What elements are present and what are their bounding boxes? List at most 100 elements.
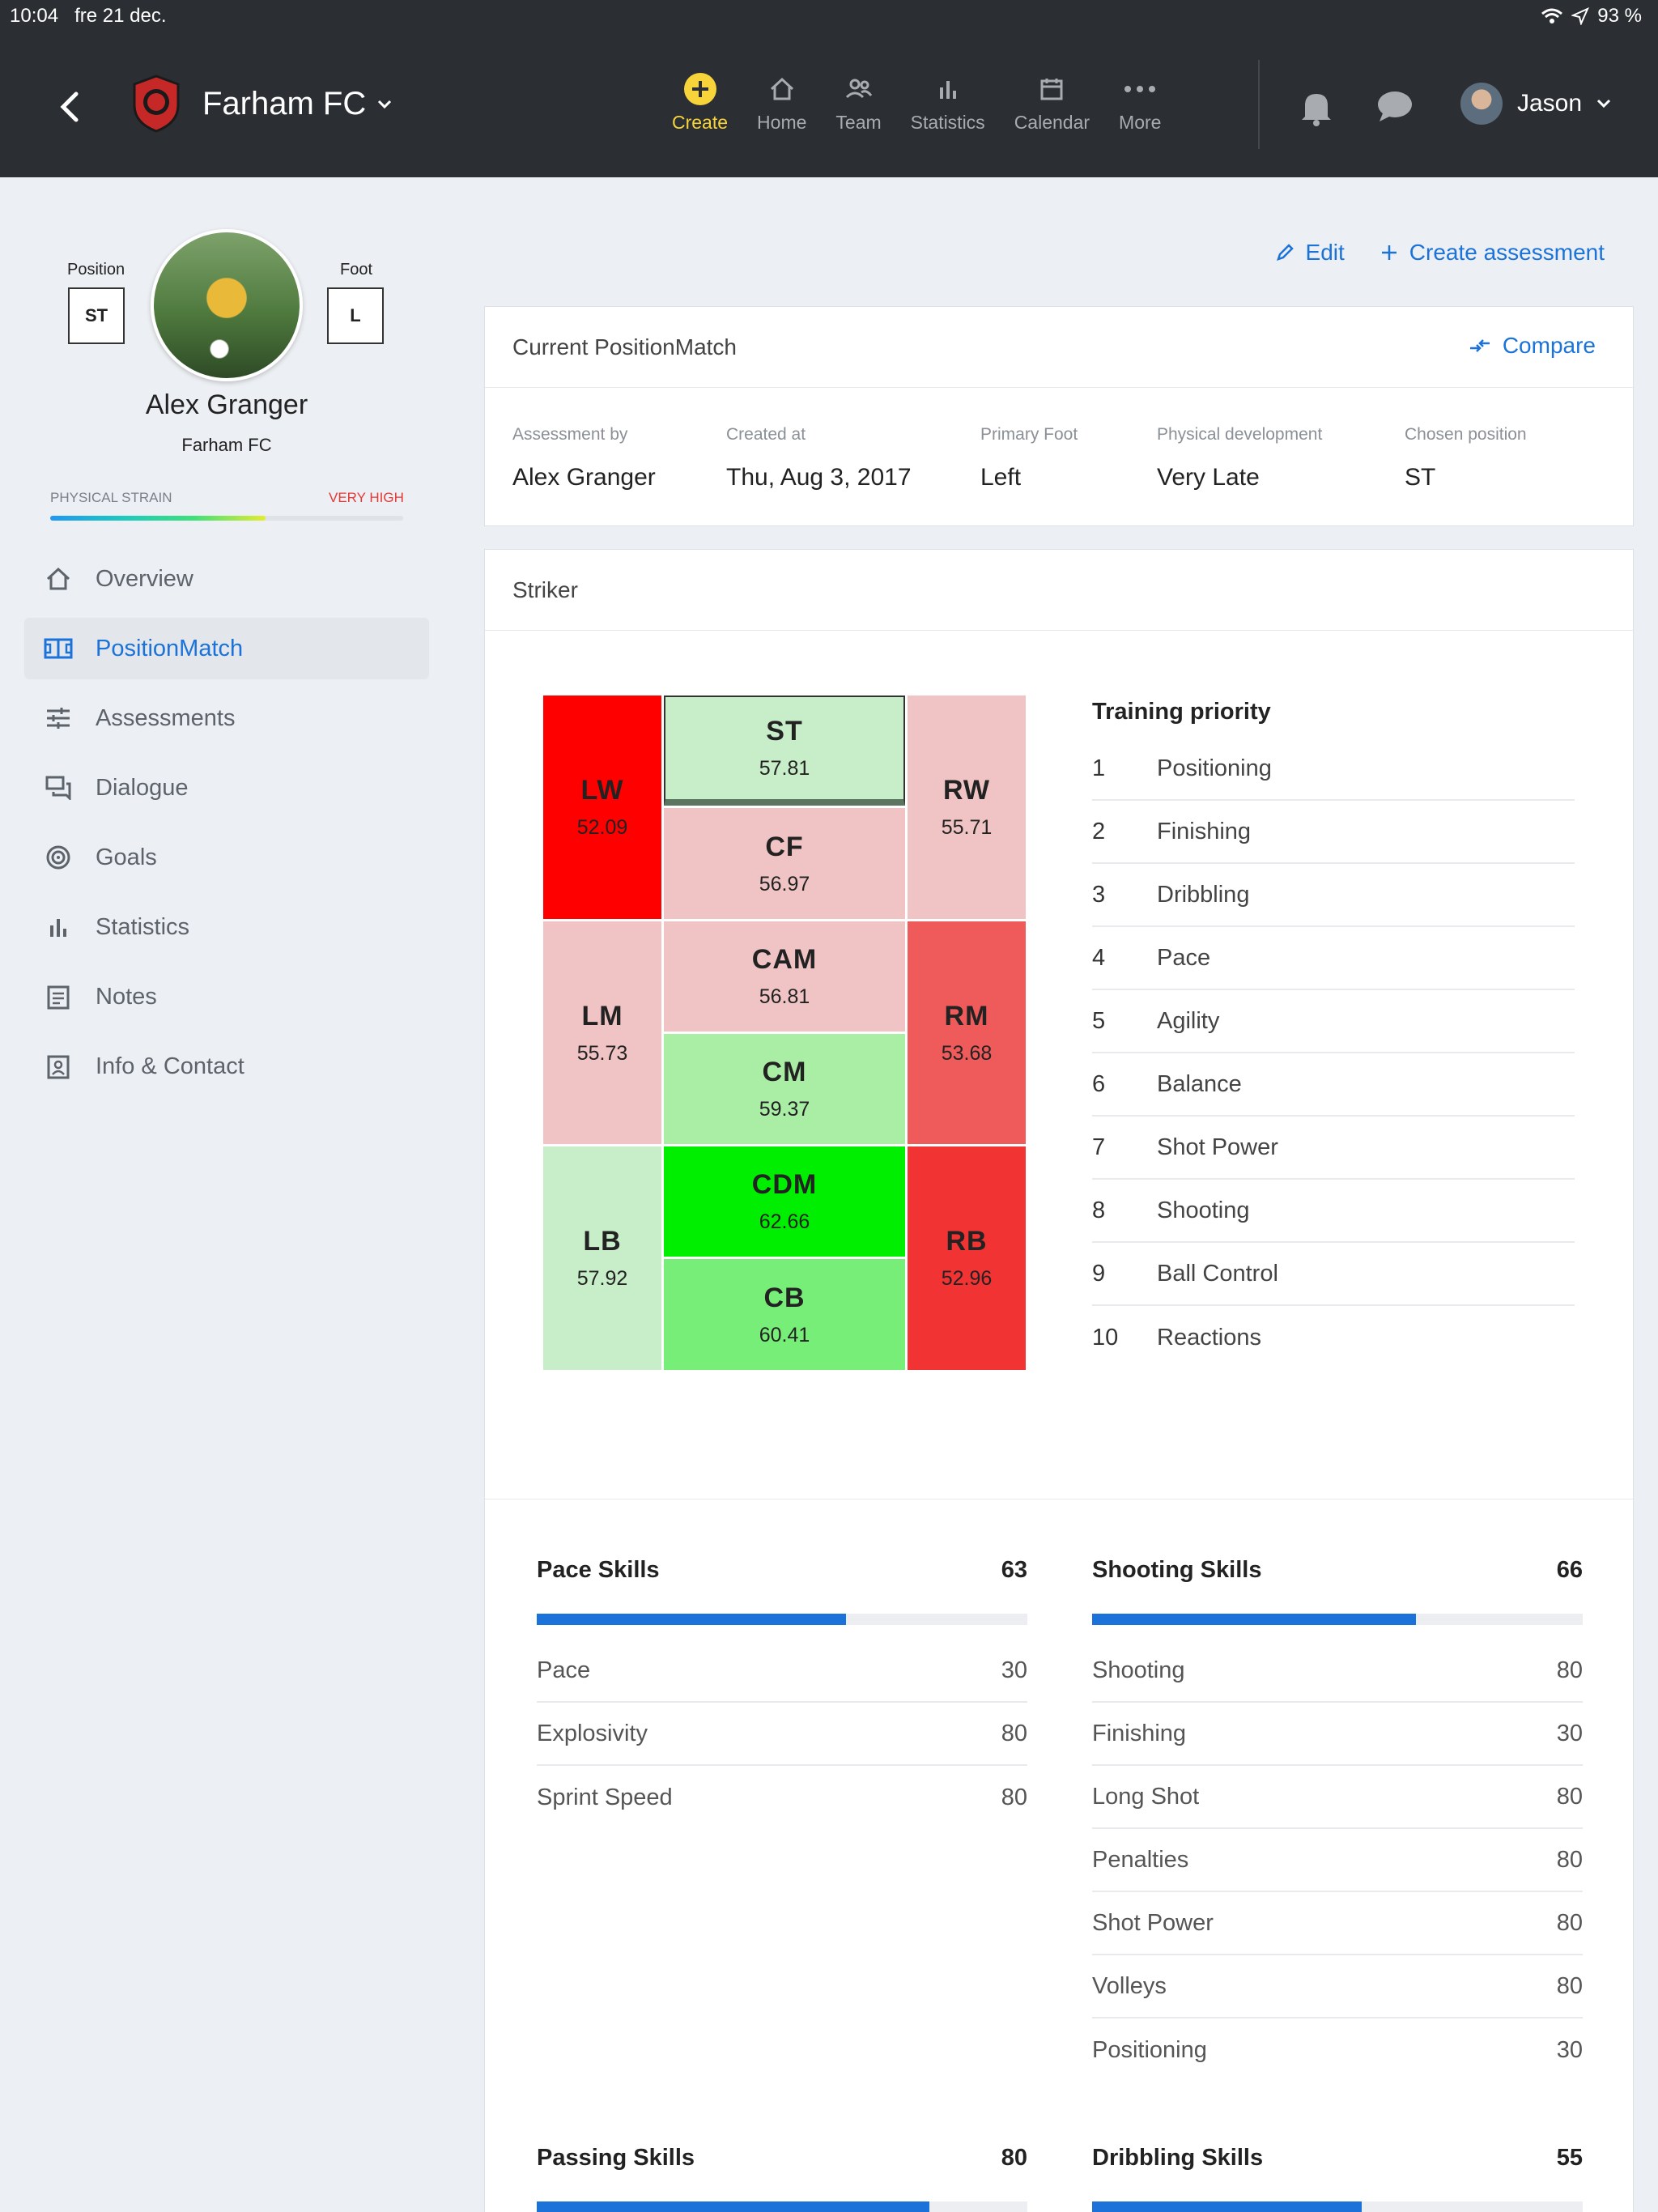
- skill-row-label: Volleys: [1092, 1972, 1167, 1999]
- compare-icon: [1469, 339, 1490, 352]
- nav-more[interactable]: More: [1119, 71, 1161, 134]
- main-nav: Create Home Team Statistics Calendar Mor…: [672, 71, 1190, 134]
- skill-bar-fill: [537, 1614, 846, 1625]
- info-label: Physical development: [1157, 425, 1323, 444]
- nav-create[interactable]: Create: [672, 71, 728, 134]
- position-cell-cam[interactable]: CAM 56.81: [664, 921, 905, 1032]
- position-cell-lb[interactable]: LB 57.92: [543, 1146, 661, 1370]
- position-score: 52.96: [941, 1267, 993, 1290]
- sidebar-item-info-contact[interactable]: Info & Contact: [24, 1036, 429, 1097]
- priority-item: 3 Dribbling: [1092, 864, 1575, 927]
- priority-item: 8 Shooting: [1092, 1180, 1575, 1243]
- chevron-down-icon: [378, 100, 392, 108]
- sidebar-item-label: Overview: [96, 565, 193, 592]
- app-header: 10:04 fre 21 dec. 93 % Farham FC Create …: [0, 0, 1658, 177]
- plus-circle-icon: [683, 73, 716, 105]
- position-cell-cf[interactable]: CF 56.97: [664, 808, 905, 919]
- skill-row-label: Sprint Speed: [537, 1784, 673, 1810]
- priority-rank: 4: [1092, 944, 1106, 971]
- wifi-icon: [1541, 8, 1563, 23]
- position-cell-cb[interactable]: CB 60.41: [664, 1259, 905, 1370]
- sidebar-item-label: Notes: [96, 983, 157, 1010]
- position-score: 57.92: [576, 1267, 628, 1290]
- skill-row: Volleys 80: [1092, 1955, 1583, 2018]
- chevron-left-icon: [60, 91, 79, 122]
- info-label: Assessment by: [512, 425, 628, 444]
- position-score: 55.73: [576, 1041, 628, 1065]
- skill-header: Pace Skills 63: [537, 1554, 1027, 1586]
- chat-bubble-icon: [1378, 91, 1412, 121]
- sidebar-item-label: Info & Contact: [96, 1053, 244, 1079]
- sidebar-item-statistics[interactable]: Statistics: [24, 896, 429, 958]
- position-cell-cdm[interactable]: CDM 62.66: [664, 1146, 905, 1257]
- position-code: RB: [946, 1226, 988, 1257]
- location-icon: [1571, 7, 1590, 25]
- edit-button[interactable]: Edit: [1275, 240, 1345, 266]
- messages-button[interactable]: [1376, 89, 1414, 127]
- position-code: RW: [942, 775, 991, 806]
- sidebar-item-positionmatch[interactable]: PositionMatch: [24, 618, 429, 679]
- position-cell-lw[interactable]: LW 52.09: [543, 696, 661, 919]
- page-actions: Edit Create assessment: [1275, 240, 1605, 266]
- team-switcher[interactable]: Farham FC: [202, 86, 392, 122]
- notifications-button[interactable]: [1299, 87, 1334, 130]
- user-menu[interactable]: Jason: [1460, 83, 1611, 125]
- sidebar-item-goals[interactable]: Goals: [24, 827, 429, 888]
- position-cell-cm[interactable]: CM 59.37: [664, 1034, 905, 1144]
- sidebar-item-label: Dialogue: [96, 774, 189, 801]
- info-created-at: Created at Thu, Aug 3, 2017: [726, 425, 980, 491]
- skill-row-label: Long Shot: [1092, 1783, 1200, 1810]
- position-cell-lm[interactable]: LM 55.73: [543, 921, 661, 1144]
- sidebar-item-dialogue[interactable]: Dialogue: [24, 757, 429, 819]
- skill-bar-fill: [1092, 1614, 1416, 1625]
- nav-statistics[interactable]: Statistics: [911, 71, 985, 134]
- info-value: ST: [1405, 464, 1436, 491]
- position-cell-rm[interactable]: RM 53.68: [908, 921, 1026, 1144]
- sidebar-item-overview[interactable]: Overview: [24, 548, 429, 610]
- priority-skill: Reactions: [1157, 1324, 1261, 1351]
- skill-row: Shot Power 80: [1092, 1892, 1583, 1955]
- user-avatar: [1460, 83, 1503, 125]
- skill-score: 66: [1556, 1556, 1583, 1583]
- priority-rank: 1: [1092, 755, 1106, 781]
- nav-label: Create: [672, 112, 729, 133]
- position-score: 56.97: [759, 872, 810, 895]
- nav-team[interactable]: Team: [835, 71, 882, 134]
- priority-item: 1 Positioning: [1092, 738, 1575, 801]
- compare-button[interactable]: Compare: [1469, 333, 1596, 359]
- priority-rank: 10: [1092, 1324, 1119, 1351]
- position-badge: ST: [68, 287, 125, 344]
- position-cell-rw[interactable]: RW 55.71: [908, 696, 1026, 919]
- status-time-date: 10:04 fre 21 dec.: [10, 5, 167, 27]
- sliders-icon: [47, 708, 70, 729]
- priority-rank: 6: [1092, 1070, 1106, 1097]
- create-assessment-button[interactable]: Create assessment: [1380, 240, 1605, 266]
- position-code: CAM: [751, 944, 818, 975]
- position-cell-st[interactable]: ST 57.81: [664, 696, 905, 806]
- position-cell-rb[interactable]: RB 52.96: [908, 1146, 1026, 1370]
- current-positionmatch-card: Current PositionMatch Compare Assessment…: [484, 306, 1634, 526]
- skill-row-value: 80: [1001, 1720, 1027, 1746]
- skill-bar-fill: [1092, 2201, 1363, 2212]
- skill-score: 55: [1556, 2144, 1583, 2171]
- nav-home[interactable]: Home: [757, 71, 806, 134]
- position-score: 53.68: [941, 1041, 993, 1065]
- priority-item: 5 Agility: [1092, 990, 1575, 1053]
- nav-calendar[interactable]: Calendar: [1014, 71, 1090, 134]
- skill-bar-fill: [537, 2201, 929, 2212]
- skill-row-label: Shooting: [1092, 1657, 1185, 1683]
- skill-list: Shooting 80 Finishing 30 Long Shot 80 Penaltie…: [1092, 1640, 1583, 2082]
- skill-bar: [537, 1614, 1027, 1625]
- back-button[interactable]: [50, 87, 89, 126]
- priority-rank: 5: [1092, 1007, 1106, 1034]
- info-label: Created at: [726, 425, 806, 444]
- sidebar-item-assessments[interactable]: Assessments: [24, 687, 429, 749]
- dribbling-skills: Dribbling Skills 55: [1092, 2142, 1583, 2212]
- bar-chart-icon: [939, 81, 956, 99]
- priority-skill: Pace: [1157, 944, 1211, 971]
- info-value: Alex Granger: [512, 464, 656, 491]
- player-name: Alex Granger: [145, 389, 308, 420]
- skill-row-value: 30: [1001, 1657, 1027, 1683]
- priority-rank: 7: [1092, 1134, 1106, 1160]
- sidebar-item-notes[interactable]: Notes: [24, 966, 429, 1027]
